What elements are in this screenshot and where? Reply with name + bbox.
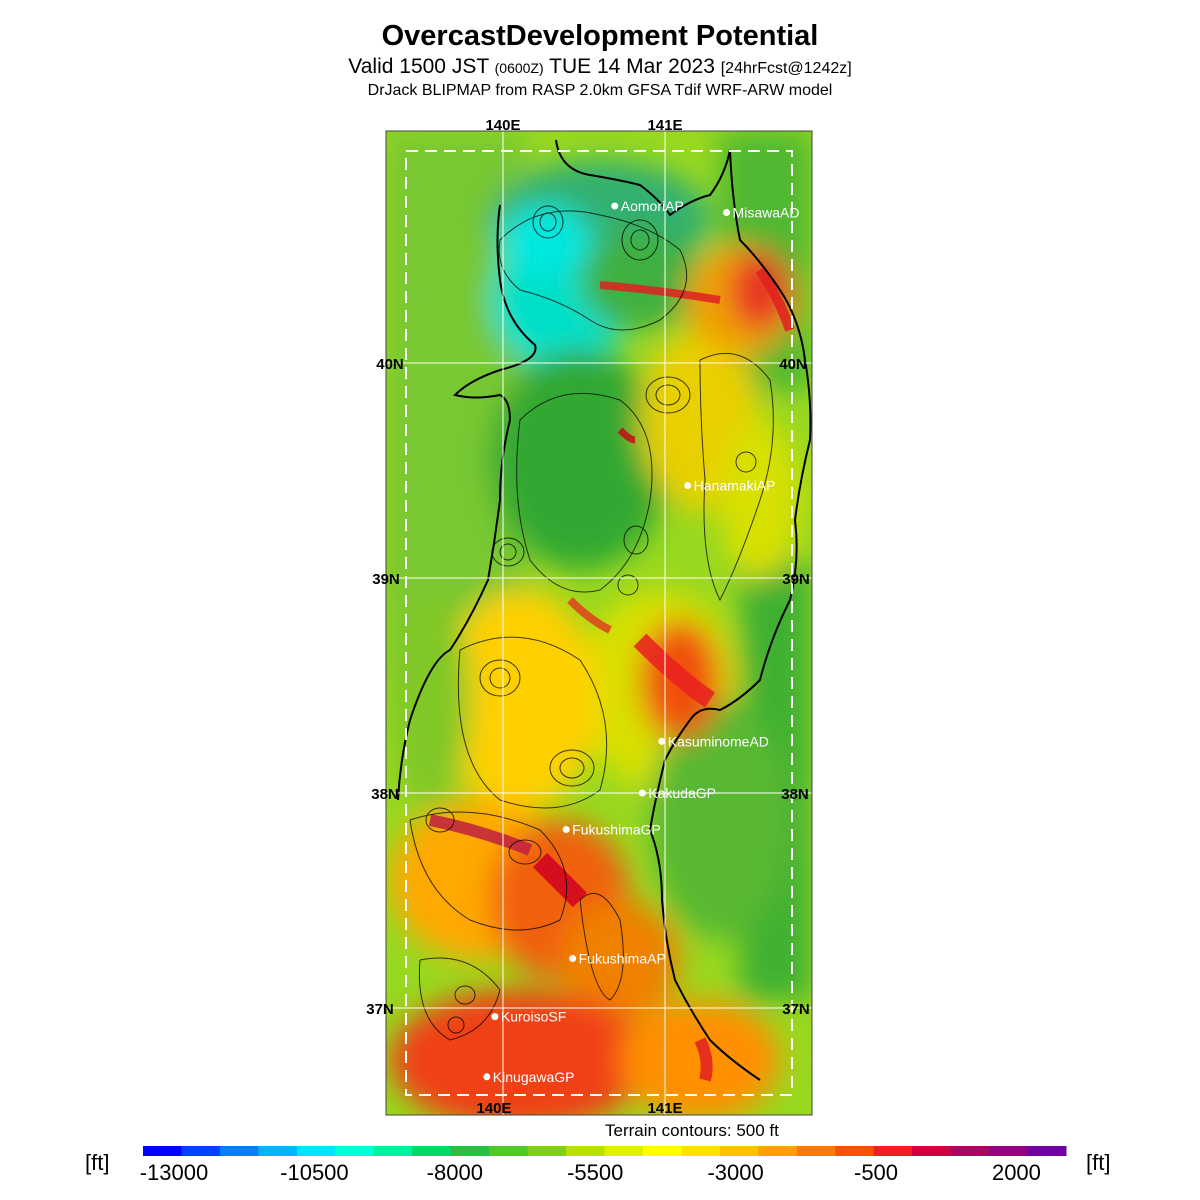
station-label: HanamakiAP <box>694 478 776 494</box>
station-label: FukushimaAP <box>579 951 666 967</box>
lon-label-top-140e: 140E <box>485 117 520 134</box>
valid-time: Valid 1500 JST <box>348 55 489 78</box>
station-label: FukushimaGP <box>572 822 661 838</box>
map-field <box>386 131 812 1115</box>
station-dot <box>723 209 731 216</box>
colorbar-tick-label: -500 <box>854 1160 899 1185</box>
lat-label-right-39n: 39N <box>782 571 810 588</box>
station-dot <box>611 202 619 210</box>
station-label: AomoriAP <box>621 198 684 214</box>
station-dot <box>658 737 666 745</box>
lat-label-left-39n: 39N <box>372 571 400 588</box>
potential-field <box>386 131 812 1115</box>
terrain-contours <box>409 205 774 1041</box>
inner-domain-border <box>405 150 793 1096</box>
station-dot <box>483 1073 491 1081</box>
station-label: KakudaGP <box>648 785 716 801</box>
station-label: MisawaAD <box>733 205 800 221</box>
colorbar-tick-label: -3000 <box>707 1160 764 1185</box>
lat-label-right-38n: 38N <box>781 786 809 803</box>
model-source: DrJack BLIPMAP from RASP 2.0km GFSA Tdif… <box>367 82 833 99</box>
station-label: KasuminomeAD <box>668 733 769 749</box>
lat-label-left-37n: 37N <box>366 1001 394 1018</box>
station-dot <box>562 826 570 834</box>
station-label: KuroisoSF <box>501 1009 566 1025</box>
chart-subtitle: Valid 1500 JST (0600Z) TUE 14 Mar 2023 [… <box>0 55 1200 79</box>
lat-lon-grid <box>386 131 812 1115</box>
lat-label-left-40n: 40N <box>376 356 404 373</box>
lat-label-left-38n: 38N <box>371 786 399 803</box>
colorbar-tick-label: -5500 <box>567 1160 624 1185</box>
colorbar-unit-right: [ft] <box>1086 1150 1111 1175</box>
colorbar-tick-label: -13000 <box>139 1160 209 1185</box>
map-frame <box>385 130 813 1116</box>
station-dot <box>569 955 577 963</box>
lon-label-bottom-141e: 141E <box>647 1100 682 1117</box>
lat-label-right-40n: 40N <box>779 356 807 373</box>
coastline <box>397 139 812 1081</box>
lon-label-bottom-140e: 140E <box>476 1100 511 1117</box>
colorbar-tick-label: -10500 <box>280 1160 349 1185</box>
colorbar-unit-left: [ft] <box>85 1150 110 1175</box>
forecast-info: [24hrFcst@1242z] <box>720 60 852 77</box>
chart-title: OvercastDevelopment Potential <box>381 20 819 52</box>
lat-label-right-37n: 37N <box>782 1001 810 1018</box>
grid-labels: 140E 141E 140E 141E 40N 39N 38N 37N 40N … <box>366 117 810 1117</box>
station-label: KinugawaGP <box>493 1069 575 1085</box>
station-dot <box>491 1013 499 1021</box>
colorbar-tick-label: -8000 <box>426 1160 483 1185</box>
valid-date: TUE 14 Mar 2023 <box>549 55 715 78</box>
lon-label-top-141e: 141E <box>647 117 682 134</box>
utc-time: (0600Z) <box>494 60 544 76</box>
station-dot <box>638 789 646 797</box>
high-values <box>428 267 795 1082</box>
station-markers: AomoriAP MisawaAD HanamakiAP KasuminomeAD Ka… <box>483 198 799 1085</box>
station-dot <box>684 482 692 490</box>
colorbar-tick-label: 2000 <box>991 1160 1041 1185</box>
terrain-note: Terrain contours: 500 ft <box>605 1121 779 1140</box>
